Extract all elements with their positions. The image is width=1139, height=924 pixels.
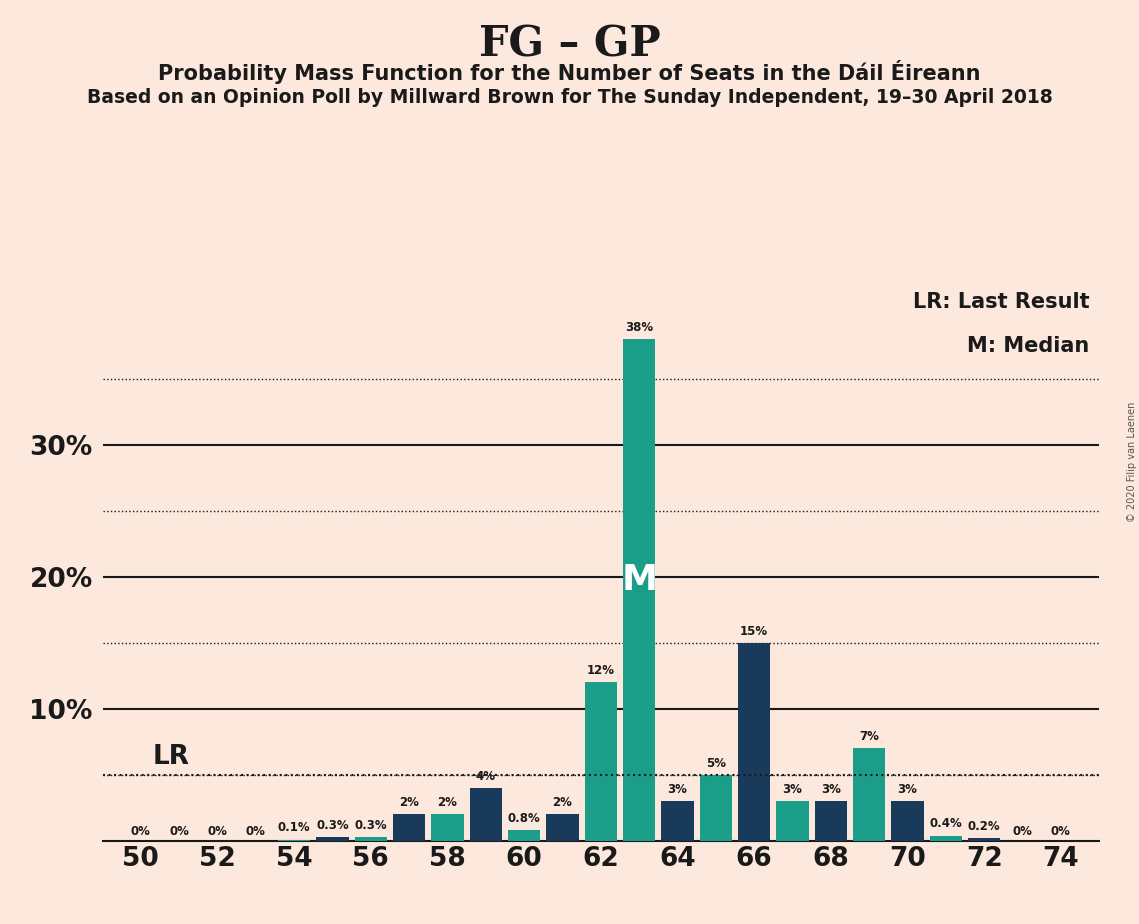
Text: 0.1%: 0.1% xyxy=(278,821,311,834)
Text: 0.8%: 0.8% xyxy=(508,812,541,825)
Text: 2%: 2% xyxy=(437,796,458,809)
Text: Based on an Opinion Poll by Millward Brown for The Sunday Independent, 19–30 Apr: Based on an Opinion Poll by Millward Bro… xyxy=(87,88,1052,107)
Text: 7%: 7% xyxy=(859,730,879,743)
Text: M: Median: M: Median xyxy=(967,336,1089,357)
Bar xyxy=(547,814,579,841)
Bar xyxy=(317,837,349,841)
Text: 0%: 0% xyxy=(246,825,265,838)
Bar xyxy=(354,837,387,841)
Text: 38%: 38% xyxy=(625,321,654,334)
Text: 0%: 0% xyxy=(207,825,228,838)
Bar xyxy=(278,840,311,841)
Bar xyxy=(776,801,809,841)
Bar xyxy=(814,801,847,841)
Text: Probability Mass Function for the Number of Seats in the Dáil Éireann: Probability Mass Function for the Number… xyxy=(158,60,981,84)
Bar xyxy=(699,775,732,841)
Text: LR: LR xyxy=(153,744,189,770)
Text: FG – GP: FG – GP xyxy=(478,23,661,65)
Bar xyxy=(508,831,540,841)
Text: 0%: 0% xyxy=(170,825,189,838)
Bar xyxy=(662,801,694,841)
Text: 2%: 2% xyxy=(552,796,573,809)
Bar xyxy=(432,814,464,841)
Text: © 2020 Filip van Laenen: © 2020 Filip van Laenen xyxy=(1126,402,1137,522)
Bar xyxy=(584,683,617,841)
Text: 0.3%: 0.3% xyxy=(354,819,387,832)
Bar xyxy=(891,801,924,841)
Text: 3%: 3% xyxy=(667,783,688,796)
Text: 0.4%: 0.4% xyxy=(929,818,962,831)
Bar xyxy=(968,838,1000,841)
Text: 3%: 3% xyxy=(782,783,802,796)
Text: M: M xyxy=(621,563,657,597)
Text: 0%: 0% xyxy=(131,825,150,838)
Bar xyxy=(929,835,962,841)
Text: 15%: 15% xyxy=(740,625,768,638)
Text: 0%: 0% xyxy=(1013,825,1032,838)
Bar xyxy=(393,814,426,841)
Text: 3%: 3% xyxy=(898,783,917,796)
Bar xyxy=(853,748,885,841)
Text: LR: Last Result: LR: Last Result xyxy=(912,292,1089,312)
Bar xyxy=(738,643,770,841)
Text: 5%: 5% xyxy=(706,757,726,770)
Text: 0.3%: 0.3% xyxy=(317,819,349,832)
Text: 3%: 3% xyxy=(821,783,841,796)
Text: 0.2%: 0.2% xyxy=(968,820,1000,833)
Bar xyxy=(623,339,655,841)
Text: 0%: 0% xyxy=(1051,825,1071,838)
Text: 4%: 4% xyxy=(476,770,495,783)
Bar xyxy=(469,788,502,841)
Text: 2%: 2% xyxy=(400,796,419,809)
Text: 12%: 12% xyxy=(587,664,615,677)
